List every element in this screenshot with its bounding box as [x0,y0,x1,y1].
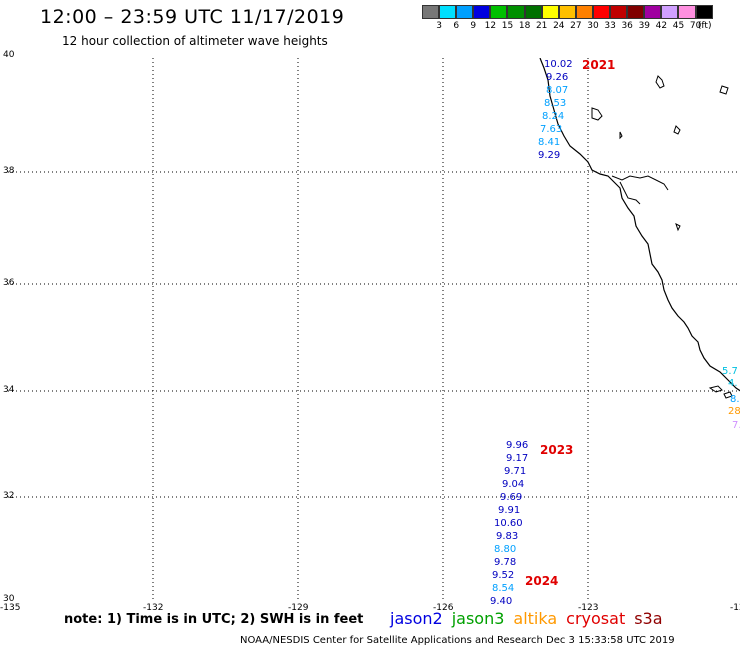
wave-height-value: 8.54 [492,583,515,594]
colorbar-label: 33 [604,21,616,31]
colorbar-label: 39 [638,21,651,31]
colorbar-label: 21 [535,21,548,31]
colorbar-cell [422,5,440,19]
colorbar-labels: 3 6 9 12 15 18 21 24 27 30 33 36 39 42 45 70 (ft) [422,21,740,33]
legend-item-altika: altika [513,609,558,628]
colorbar-label: 9 [470,21,477,31]
colorbar-label: 6 [453,21,460,31]
legend-item-s3a: s3a [634,609,663,628]
colorbar-cell [644,5,662,19]
wave-height-value: 28 [728,406,740,417]
colorbar-cell [610,5,628,19]
colorbar-cell [592,5,611,19]
wave-height-value: 8. [730,394,740,405]
wave-height-value: 9.96 [506,440,529,451]
wave-height-value: 5.7 [722,366,738,377]
pass-label-2023: 2023 [540,443,574,457]
wave-height-value: 10.02 [544,59,573,70]
latitude-label: 38 [3,166,15,176]
colorbar-label: 70 [689,21,702,31]
longitude-label: -132 [143,603,164,613]
wave-height-value: 9.17 [506,453,529,464]
latitude-label: 32 [3,491,15,501]
colorbar-cell [575,5,593,19]
wave-height-value: 8.07 [546,85,569,96]
colorbar-cell [558,5,576,19]
colorbar-cell [439,5,457,19]
wave-height-value: 10.60 [494,518,523,529]
colorbar-label: 3 [436,21,442,31]
wave-height-value: 9.52 [492,570,515,581]
colorbar-label: 12 [484,21,497,31]
colorbar-label: 15 [501,21,514,31]
wave-height-value: 9.04 [502,479,525,490]
colorbar-label: 45 [672,21,685,31]
colorbar-label: (ft) [697,21,712,31]
colorbar-cell [678,5,696,19]
colorbar-label: 24 [553,21,565,31]
colorbar-label: 18 [518,21,531,31]
wave-height-value: 8.24 [542,111,565,122]
longitude-label: -135 [0,603,21,613]
wave-height-value: 9.83 [496,531,519,542]
longitude-label: -129 [288,603,309,613]
latitude-label: 34 [3,385,15,395]
pass-label-2024: 2024 [525,574,559,588]
legend-item-jason2: jason2 [390,609,443,628]
colorbar-cell [627,5,645,19]
colorbar-label: 27 [570,21,582,31]
wave-height-value: 8.41 [538,137,561,148]
wave-height-value: 4. [728,378,738,389]
legend-item-cryosat: cryosat [566,609,626,628]
colorbar-cell [456,5,474,19]
colorbar-cell [541,5,559,19]
colorbar-cell [473,5,491,19]
wave-height-value: 9.71 [504,466,527,477]
wave-height-value: 8.53 [544,98,567,109]
colorbar-cell [507,5,525,19]
wave-height-value: 9.40 [490,596,513,607]
wave-height-value: 9.29 [538,150,561,161]
colorbar-cell [524,5,542,19]
longitude-label: -12 [730,603,740,613]
longitude-label: -126 [433,603,454,613]
map-plot-area [8,58,740,600]
wave-height-value: 9.78 [494,557,517,568]
credit-line: NOAA/NESDIS Center for Satellite Applica… [240,635,675,646]
latitude-label: 40 [3,50,15,60]
legend-item-jason3: jason3 [451,609,505,628]
colorbar-label: 36 [621,21,633,31]
map-gridlines [8,58,740,600]
wave-height-value: 8.80 [494,544,517,555]
footnote: note: 1) Time is in UTC; 2) SWH is in fe… [64,612,364,627]
wave-height-value: 9.26 [546,72,569,83]
colorbar-label: 30 [587,21,599,31]
wave-height-colorbar [422,5,713,19]
longitude-label: -123 [578,603,599,613]
colorbar-cell [490,5,508,19]
wave-height-value: 7.63 [540,124,563,135]
pass-label-2021: 2021 [582,58,616,72]
map-title: 12:00 – 23:59 UTC 11/17/2019 [40,6,345,28]
wave-height-value: 9.91 [498,505,521,516]
satellite-legend: jason2 jason3 altika cryosat s3a [390,609,672,628]
wave-height-value: 9.69 [500,492,523,503]
map-subtitle: 12 hour collection of altimeter wave hei… [62,34,328,48]
colorbar-cell [661,5,679,19]
latitude-label: 36 [3,278,15,288]
latitude-label: 30 [3,594,15,604]
colorbar-label: 42 [655,21,668,31]
coastline [539,58,740,392]
wave-height-value: 7. [732,420,740,431]
colorbar-cell [695,5,713,19]
